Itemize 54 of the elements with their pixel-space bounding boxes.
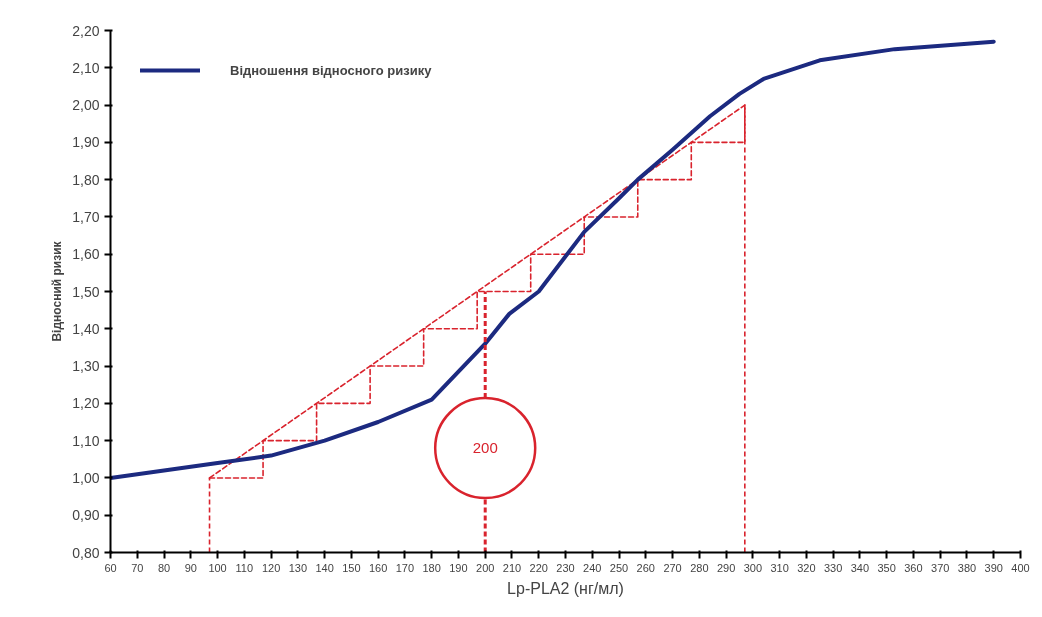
y-tick-label: 1,40: [72, 320, 100, 337]
x-tick-label: 210: [502, 561, 522, 574]
x-tick-label: 280: [690, 561, 709, 574]
y-tick-label: 1,70: [72, 208, 100, 225]
x-tick-label: 320: [797, 561, 816, 574]
x-tick-label: 160: [368, 561, 388, 574]
x-tick-label: 300: [743, 561, 763, 574]
x-tick-label: 220: [529, 561, 548, 574]
x-tick-label: 380: [957, 561, 977, 574]
y-tick-label: 1,20: [72, 395, 100, 412]
x-tick-label: 260: [636, 561, 655, 574]
x-tick-label: 390: [984, 561, 1003, 574]
legend-label: Відношення відносного ризику: [230, 62, 432, 78]
x-tick-label: 310: [770, 561, 789, 574]
y-axis-title: Відносний ризик: [50, 240, 65, 342]
x-tick-label: 70: [131, 561, 144, 574]
x-tick-label: 130: [288, 561, 308, 574]
x-tick-label: 350: [877, 561, 896, 574]
ref-line-label: 200: [472, 439, 498, 457]
y-tick-label: 1,30: [72, 358, 100, 375]
x-tick-label: 230: [556, 561, 575, 574]
y-tick-label: 2,00: [72, 97, 100, 114]
x-axis-title: Lp-PLA2 (нг/мл): [507, 579, 624, 597]
x-tick-label: 110: [235, 561, 254, 574]
x-tick-label: 340: [850, 561, 870, 574]
x-tick-label: 170: [395, 561, 415, 574]
y-tick-label: 1,00: [72, 469, 100, 486]
x-tick-label: 270: [663, 561, 682, 574]
y-tick-label: 1,90: [72, 134, 100, 151]
x-tick-label: 100: [208, 561, 227, 574]
x-tick-label: 90: [184, 561, 197, 574]
x-tick-label: 370: [931, 561, 950, 574]
x-tick-label: 360: [904, 561, 923, 574]
x-tick-label: 140: [315, 561, 334, 574]
y-tick-label: 0,80: [72, 544, 100, 561]
x-tick-label: 240: [583, 561, 602, 574]
y-tick-label: 0,90: [72, 507, 100, 524]
y-tick-label: 1,10: [72, 432, 100, 449]
x-tick-label: 330: [823, 561, 843, 574]
x-tick-label: 400: [1011, 561, 1030, 574]
y-tick-label: 1,80: [72, 171, 100, 188]
y-tick-label: 1,60: [72, 246, 100, 263]
x-tick-label: 120: [261, 561, 281, 574]
y-tick-label: 2,10: [72, 59, 100, 76]
x-tick-label: 290: [716, 561, 736, 574]
x-tick-label: 150: [342, 561, 361, 574]
y-tick-label: 2,20: [72, 22, 100, 39]
x-tick-label: 180: [422, 561, 441, 574]
x-tick-label: 60: [104, 561, 117, 574]
y-tick-label: 1,50: [72, 283, 100, 300]
x-tick-label: 200: [476, 561, 495, 574]
x-tick-label: 250: [609, 561, 629, 574]
x-tick-label: 190: [449, 561, 468, 574]
x-tick-label: 80: [157, 561, 171, 574]
